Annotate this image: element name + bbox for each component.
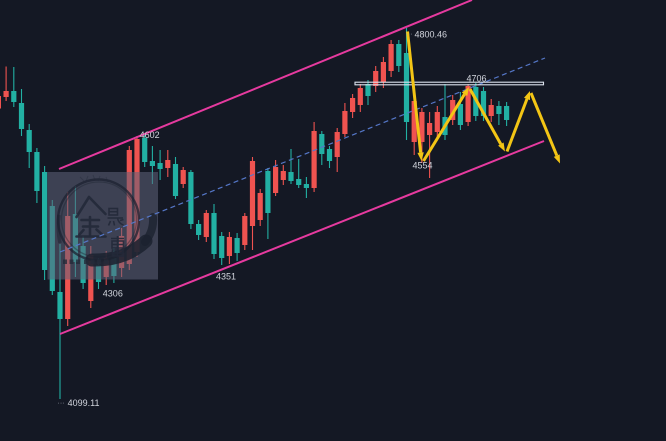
svg-text:4706: 4706 (467, 74, 487, 84)
svg-text:4306: 4306 (103, 289, 123, 299)
svg-text:···: ··· (58, 400, 65, 407)
svg-text:···: ··· (406, 31, 413, 38)
svg-text:4351: 4351 (216, 272, 236, 282)
svg-text:4800.46: 4800.46 (415, 30, 448, 40)
svg-text:4602: 4602 (140, 130, 160, 140)
svg-text:4554: 4554 (413, 161, 433, 171)
svg-text:4099.11: 4099.11 (68, 398, 100, 408)
